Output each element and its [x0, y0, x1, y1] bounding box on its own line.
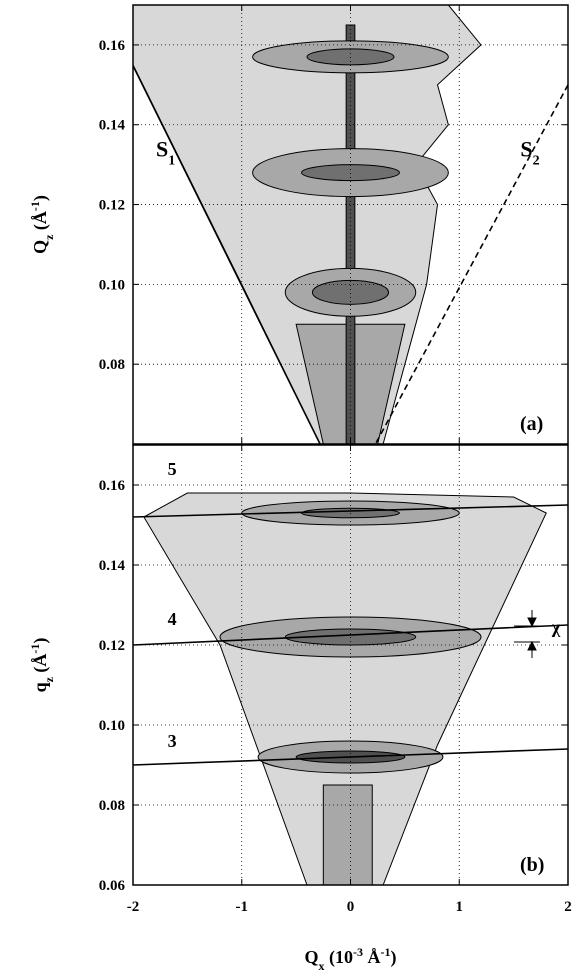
- y-tick-label: 0.12: [99, 638, 125, 654]
- label-part: -1: [28, 644, 42, 654]
- label-part: q: [30, 682, 50, 692]
- annotation-text: 3: [168, 731, 177, 751]
- line: [133, 624, 568, 646]
- y-tick-label: 0.06: [99, 878, 126, 894]
- contour-sheet: [301, 164, 400, 182]
- annotation-sub: 1: [168, 153, 175, 168]
- x-tick-label: 0: [347, 899, 355, 915]
- label-part: x: [319, 959, 325, 973]
- label-part: -1: [381, 945, 391, 959]
- line: [133, 748, 568, 766]
- x-tick-label: 1: [456, 899, 464, 915]
- y-tick-label: 0.10: [99, 277, 125, 293]
- annotation: χ: [551, 617, 561, 637]
- label-part: ): [30, 195, 51, 201]
- annotation-text: S: [520, 137, 532, 162]
- y-tick-label: 0.14: [99, 118, 126, 134]
- y-axis-label: qz (Å-1): [28, 638, 56, 693]
- line: [133, 504, 568, 518]
- contour-sheet: [311, 279, 390, 305]
- x-axis-label: Qx (10-3 Å-1): [304, 945, 396, 973]
- chi-arrows: [514, 610, 540, 658]
- label-part: Å: [30, 654, 50, 667]
- y-tick-label: 0.08: [99, 798, 125, 814]
- label-part: z: [42, 676, 56, 682]
- label-part: -1: [28, 201, 42, 211]
- label-part: ): [391, 947, 397, 968]
- annotation: S1: [156, 137, 175, 169]
- annotation-text: χ: [551, 617, 561, 637]
- plot-area: [133, 5, 568, 444]
- label-part: ): [30, 638, 51, 644]
- annotation-text: 4: [168, 609, 177, 629]
- x-tick-label: -1: [236, 899, 249, 915]
- label-part: Q: [30, 240, 50, 254]
- y-tick-label: 0.14: [99, 558, 126, 574]
- annotation: S2: [520, 137, 539, 169]
- label-part: (: [30, 224, 51, 235]
- annotation-text: S: [156, 137, 168, 162]
- contour-sheet: [306, 48, 395, 66]
- x-tick-label: -2: [127, 899, 140, 915]
- annotation-text: 5: [168, 459, 177, 479]
- y-tick-label: 0.08: [99, 357, 125, 373]
- label-part: -3: [353, 945, 363, 959]
- contour-region: [322, 784, 373, 885]
- line: [374, 84, 568, 444]
- y-tick-label: 0.12: [99, 198, 125, 214]
- y-tick-label: 0.16: [99, 38, 126, 54]
- label-part: (: [30, 667, 51, 678]
- label-part: z: [42, 234, 56, 240]
- line: [133, 65, 321, 444]
- panel-label: (a): [520, 413, 543, 435]
- y-tick-label: 0.16: [99, 478, 126, 494]
- plot-area: [133, 445, 568, 885]
- label-part: Q: [304, 947, 318, 967]
- annotation-sub: 2: [533, 153, 540, 168]
- y-axis-label: Qz (Å-1): [28, 195, 56, 254]
- annotation: 4: [168, 609, 177, 629]
- y-tick-label: 0.10: [99, 718, 125, 734]
- annotation: 3: [168, 731, 177, 751]
- label-part: Å: [363, 947, 381, 967]
- annotation: 5: [168, 459, 177, 479]
- label-part: Å: [30, 211, 50, 224]
- panel-label: (b): [520, 854, 544, 876]
- label-part: (10: [325, 947, 354, 968]
- x-tick-label: 2: [564, 899, 572, 915]
